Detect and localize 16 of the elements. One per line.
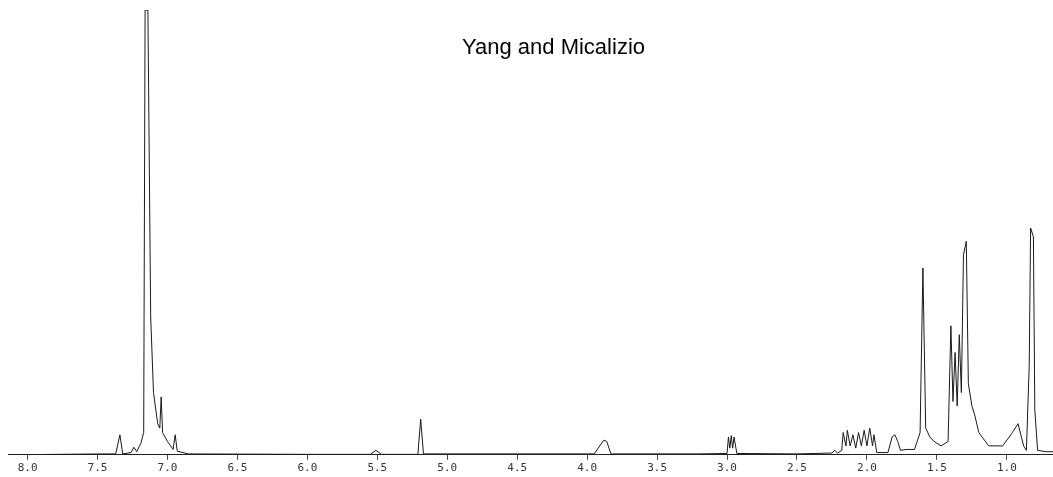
x-tick-label: 5.5 <box>367 461 388 475</box>
x-tick-label: 1.5 <box>926 461 947 475</box>
x-tick-label: 3.0 <box>717 461 737 475</box>
x-tick-label: 5.0 <box>437 461 458 475</box>
x-tick-label: 2.5 <box>787 461 807 475</box>
x-tick-label: 7.5 <box>87 461 108 475</box>
x-tick-label: 3.5 <box>647 461 668 475</box>
x-tick-label: 8.0 <box>17 461 38 475</box>
annotation: Yang and Micalizio <box>461 34 646 60</box>
x-tick-label: 4.0 <box>577 461 598 475</box>
x-tick-label: 2.0 <box>857 461 877 475</box>
x-tick-label: 4.5 <box>507 461 528 475</box>
x-tick-label: 7.0 <box>157 461 178 475</box>
x-tick-label: 1.0 <box>996 461 1017 475</box>
x-tick-label: 6.0 <box>297 461 318 475</box>
x-tick-label: 6.5 <box>227 461 248 475</box>
